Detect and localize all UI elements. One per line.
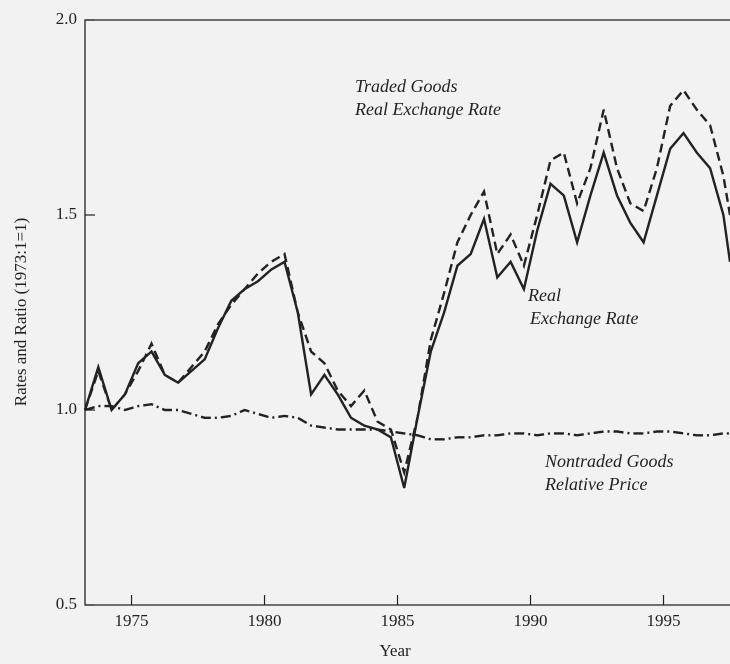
series-line — [84, 402, 730, 441]
plot-frame — [84, 19, 730, 606]
y-tick-label: 1.0 — [56, 399, 77, 418]
x-tick-label: 1985 — [381, 611, 415, 630]
series-line — [83, 88, 730, 477]
x-axis-label: Year — [379, 641, 411, 660]
annotation: Real — [527, 285, 561, 305]
annotation: Exchange Rate — [529, 308, 638, 328]
y-axis-label: Rates and Ratio (1973:1=1) — [11, 218, 30, 407]
series-line — [83, 131, 730, 489]
annotation: Traded Goods — [355, 76, 458, 96]
y-tick-label: 1.5 — [56, 204, 77, 223]
y-tick-label: 2.0 — [56, 9, 77, 28]
annotation: Real Exchange Rate — [354, 99, 501, 119]
annotation: Nontraded Goods — [544, 451, 674, 471]
x-tick-label: 1995 — [647, 611, 681, 630]
x-tick-label: 1990 — [514, 611, 548, 630]
x-tick-label: 1980 — [248, 611, 282, 630]
x-tick-label: 1975 — [115, 611, 149, 630]
annotation: Relative Price — [544, 474, 647, 494]
y-tick-label: 0.5 — [56, 594, 77, 613]
